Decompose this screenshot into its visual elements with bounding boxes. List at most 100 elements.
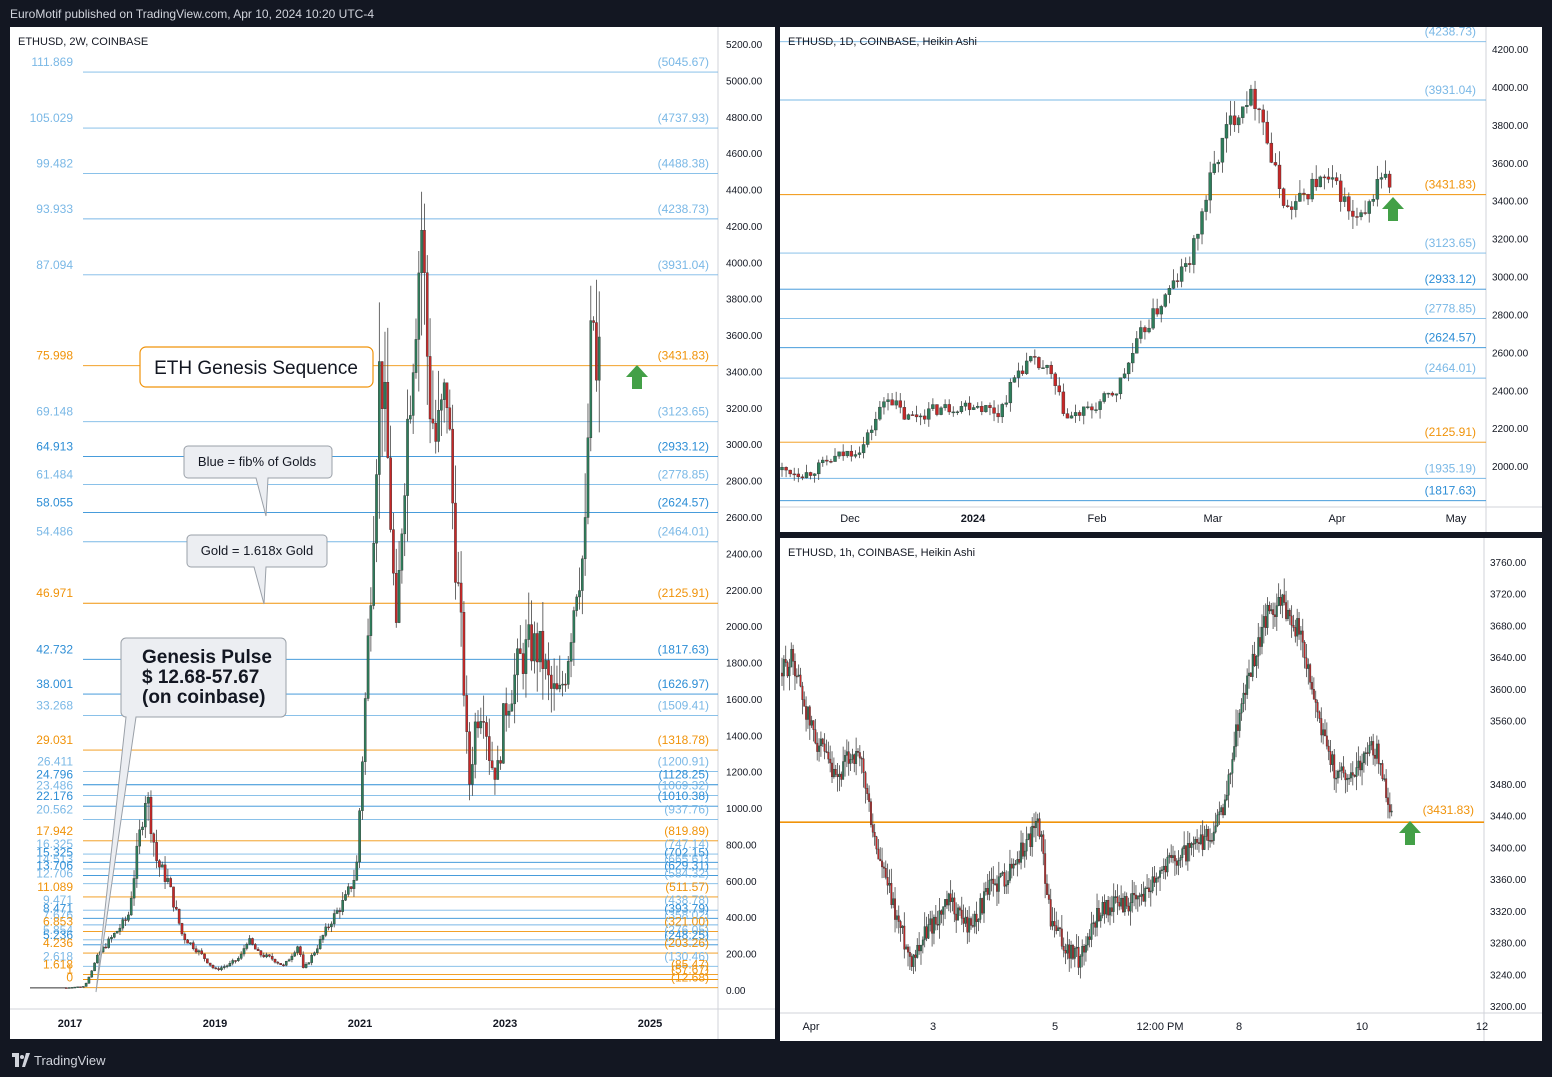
candle-body (1051, 921, 1054, 927)
fib-price-label: (3431.83) (1423, 803, 1474, 817)
price-tick-label: 4000.00 (1492, 83, 1529, 94)
candle-body (935, 404, 939, 415)
candle-body (459, 582, 463, 613)
candle-body (1262, 616, 1265, 628)
candle-body (1198, 842, 1200, 844)
candle-body (840, 773, 843, 780)
candle-body (1144, 887, 1147, 902)
candle-body (129, 897, 133, 916)
candle-body (96, 954, 99, 964)
candle-body (1188, 843, 1191, 848)
candle-body (476, 721, 480, 729)
candle-body (988, 879, 991, 895)
candle-body (945, 899, 948, 906)
candle-body (417, 272, 421, 340)
fib-ratio-label: 26.411 (37, 755, 73, 769)
candle-body (1046, 883, 1048, 895)
candle-body (796, 473, 801, 478)
daily-chart[interactable]: 4200.00 4000.00 3800.00 3600.00 3400.00 3200.… (780, 27, 1542, 532)
candle-body (927, 408, 931, 420)
candle-body (1329, 751, 1332, 765)
candle-body (158, 860, 161, 868)
time-tick-label: 3 (930, 1021, 936, 1033)
candle-body (836, 774, 839, 777)
candle-body (169, 878, 172, 888)
candle-body (1184, 263, 1188, 267)
candle-body (1010, 863, 1013, 869)
candle-body (827, 751, 830, 760)
candle-body (833, 455, 837, 462)
candle-body (1012, 863, 1015, 869)
hourly-chart[interactable]: 3760.00 3720.00 3680.00 3640.00 3600.00 3560.… (780, 538, 1542, 1041)
candle-body (1135, 338, 1139, 354)
candle-body (1294, 627, 1297, 637)
candle-body (1305, 657, 1308, 669)
hourly-chart-panel[interactable]: 3760.00 3720.00 3680.00 3640.00 3600.00 3560.… (780, 538, 1542, 1041)
candle-body (1277, 164, 1282, 189)
candle-body (1237, 117, 1241, 126)
candle-body (1357, 760, 1360, 768)
candle-body (1025, 839, 1028, 852)
candle-body (519, 648, 522, 654)
candle-body (538, 630, 542, 663)
candle-body (1228, 115, 1233, 125)
candle-body (127, 914, 130, 921)
candle-body (1069, 415, 1074, 419)
candle-body (894, 898, 896, 920)
candle-body (1020, 842, 1023, 863)
candle-body (166, 878, 170, 882)
price-tick-label: 3600.00 (1490, 685, 1527, 696)
candle-body (1290, 615, 1293, 626)
fib-price-label: (1935.19) (1425, 461, 1476, 475)
candle-body (1224, 124, 1229, 139)
candle-body (1324, 729, 1326, 737)
price-tick-label: 4000.00 (726, 258, 763, 269)
main-chart[interactable]: 5200.00 5000.00 4800.00 4600.00 4400.00 4200.… (10, 27, 775, 1039)
time-tick-label: Mar (1204, 513, 1223, 525)
fib-ratio-label: 24.796 (36, 768, 73, 782)
candle-body (440, 399, 443, 411)
candle-body (561, 683, 564, 686)
candle-body (1029, 833, 1032, 847)
candle-body (296, 946, 299, 953)
candle-body (1269, 142, 1274, 163)
candle-body (857, 751, 859, 753)
time-tick-label: 10 (1356, 1021, 1368, 1033)
candle-body (558, 684, 562, 690)
candle-body (1140, 893, 1143, 897)
daily-chart-panel[interactable]: 4200.00 4000.00 3800.00 3600.00 3400.00 3200.… (780, 27, 1542, 532)
candle-body (903, 925, 906, 950)
candle-body (781, 672, 783, 677)
candle-body (1122, 897, 1124, 913)
main-chart-panel[interactable]: 5200.00 5000.00 4800.00 4600.00 4400.00 4200.… (10, 27, 775, 1039)
candle-body (1322, 176, 1327, 179)
candle-body (1338, 770, 1341, 772)
candle-body (581, 558, 584, 591)
fib-price-label: (1817.63) (1425, 484, 1476, 498)
fib-price-label: (203.26) (664, 936, 709, 950)
candle-body (782, 659, 785, 677)
candle-body (943, 404, 947, 409)
candle-body (1151, 308, 1155, 329)
candle-body (817, 462, 821, 475)
candle-body (1049, 364, 1053, 375)
candle-body (1086, 406, 1090, 408)
candle-body (1298, 618, 1300, 635)
candle-body (1020, 370, 1025, 374)
fib-ratio-label: 6.853 (43, 915, 73, 929)
candle-body (251, 938, 254, 945)
candle-body (456, 582, 460, 584)
candle-body (910, 414, 915, 416)
candle-body (1364, 752, 1367, 754)
candle-body (394, 572, 398, 623)
price-tick-label: 4200.00 (1492, 45, 1529, 56)
candle-body (282, 964, 285, 967)
candle-body (947, 893, 950, 906)
candle-body (1238, 712, 1241, 731)
fib-ratio-label: 5.854 (43, 923, 73, 937)
candle-body (1090, 923, 1093, 940)
candle-body (1207, 829, 1210, 842)
candle-body (997, 876, 1000, 892)
candle-body (1353, 774, 1356, 777)
candle-body (1116, 896, 1119, 903)
